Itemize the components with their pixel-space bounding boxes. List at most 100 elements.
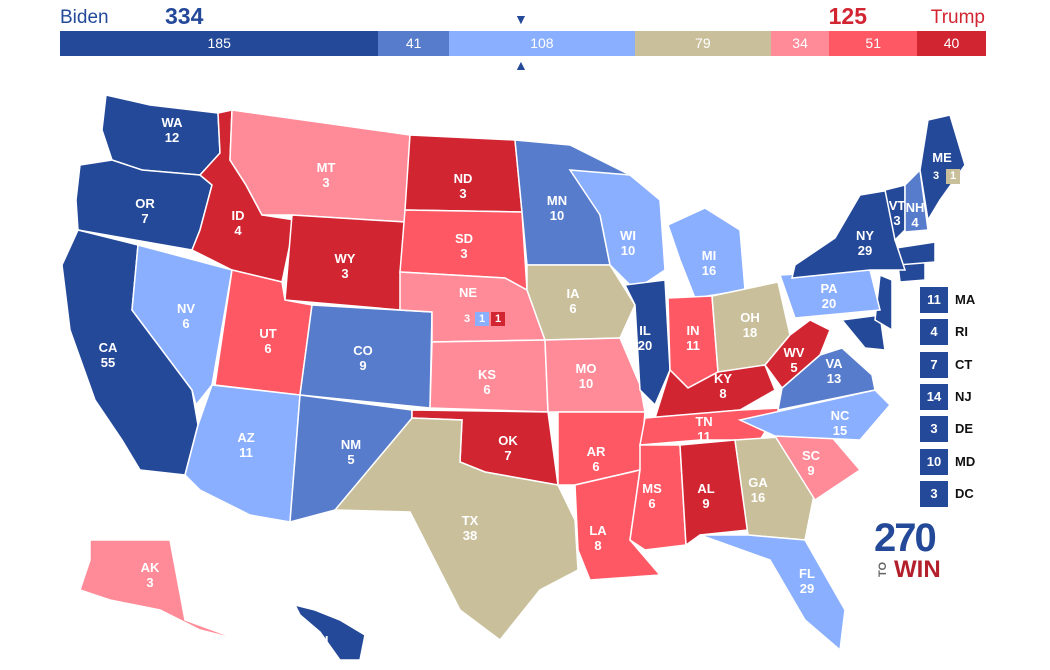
ev-bar-segment: 34 [770,31,830,56]
logo-win: WIN [894,556,941,583]
state-ev-label: 6 [264,341,271,356]
state-ev-label: 9 [807,463,814,478]
small-state-ma[interactable]: 11 MA [920,287,1000,313]
small-state-ev: 14 [920,383,948,410]
state-abbr-label: VT [889,198,906,213]
state-ev-label: 6 [483,382,490,397]
small-state-ri[interactable]: 4 RI [920,319,1000,346]
state-ev-label: 4 [911,215,919,230]
270towin-logo: 270 TO WIN [874,518,954,582]
maine-district-box[interactable]: 1 [946,169,960,184]
state-ev-label: 9 [359,358,366,373]
nebraska-district-box[interactable]: 1 [491,312,505,326]
state-abbr-label: KY [714,371,732,386]
state-abbr-label: WV [784,345,805,360]
state-ev-label: 15 [833,423,847,438]
small-state-ev: 3 [920,416,948,443]
state-ev-label: 7 [504,448,511,463]
state-ev-label: 20 [638,338,652,353]
logo-to: TO [877,561,889,577]
ev-bar-segment: 41 [378,31,449,56]
majority-marker-up-icon: ▲ [514,57,528,73]
state-ia[interactable] [526,264,636,341]
state-ev-label: 10 [550,208,564,223]
state-ev-label: 6 [182,316,189,331]
state-ev-label: 8 [594,538,601,553]
state-abbr-label: KS [478,367,496,382]
state-abbr-label: ND [454,171,473,186]
nebraska-district-box[interactable]: 1 [475,312,489,326]
nebraska-district-box[interactable]: 3 [463,313,471,325]
state-ev-label: 3 [459,186,466,201]
state-abbr-label: WA [162,115,184,130]
state-il[interactable] [623,279,671,407]
state-ev-label: 20 [822,296,836,311]
state-ev-label: 11 [697,429,711,444]
state-nh[interactable] [904,168,929,233]
state-abbr-label: CO [353,343,373,358]
state-abbr-label: IN [687,323,700,338]
state-ev-label: 9 [702,496,709,511]
small-state-abbr: MA [955,292,976,307]
state-abbr-label: AK [141,560,160,575]
small-state-abbr: DE [955,421,974,437]
ev-bar-segment: 40 [917,31,986,56]
state-ev-label: 16 [702,263,716,278]
ev-bar-segment: 51 [829,31,918,56]
state-ev-label: 6 [592,459,599,474]
state-fl[interactable] [699,534,846,652]
state-ev-label: 16 [751,490,765,505]
state-wv[interactable] [764,319,831,390]
small-state-abbr: RI [955,324,968,340]
small-state-ev: 4 [920,319,948,346]
state-ev-label: 3 [893,213,900,228]
maine-district-box[interactable]: 3 [932,170,940,182]
state-abbr-label: CA [99,340,118,355]
state-abbr-label: AZ [237,430,254,445]
state-ev-label: 8 [719,386,726,401]
state-abbr-label: MI [702,248,716,263]
state-abbr-label: GA [748,475,768,490]
state-abbr-label: NE [459,285,477,300]
state-ev-label: 3 [146,575,153,590]
state-abbr-label: AR [587,444,606,459]
state-ev-label: 6 [569,301,576,316]
small-state-nj[interactable]: 14 NJ [920,383,1000,410]
state-abbr-label: NM [341,437,361,452]
state-abbr-label: OH [740,310,760,325]
state-ev-label: 18 [743,325,757,340]
small-state-de[interactable]: 3 DE [920,416,1000,443]
state-ev-label: 5 [347,452,354,467]
state-abbr-label: PA [820,281,838,296]
state-abbr-label: MO [576,361,597,376]
state-abbr-label: OK [498,433,518,448]
state-ev-label: 38 [463,528,477,543]
small-state-ct[interactable]: 7 CT [920,351,1000,378]
small-state-ev: 10 [920,448,948,475]
small-state-ev: 3 [920,480,948,507]
state-al[interactable] [679,439,749,547]
state-hi[interactable] [293,603,366,661]
logo-number: 270 [874,516,937,560]
state-abbr-label: WI [620,228,636,243]
state-ev-label: 11 [239,445,253,460]
ev-bar-segment: 185 [60,31,379,56]
trump-label: Trump [930,7,985,28]
state-tx[interactable] [333,417,579,642]
state-ev-label: 3 [322,175,329,190]
small-state-dc[interactable]: 3 DC [920,480,1000,507]
state-ev-label: 4 [318,648,326,663]
state-abbr-label: SC [802,448,821,463]
small-state-md[interactable]: 10 MD [920,448,1000,475]
state-ak[interactable] [79,539,241,641]
electoral-vote-bar: 185 41 108 79 34 51 40 [60,31,986,56]
state-ev-label: 7 [141,211,148,226]
state-me[interactable] [919,114,966,223]
state-ev-label: 29 [858,243,872,258]
state-ev-label: 55 [101,355,115,370]
us-map: WA 12 OR 7 CA 55 NV 6 ID 4 MT 3 WY 3 UT 6 AZ 11 CO 9 NM 5 ND 3 S… [0,80,1050,670]
small-state-abbr: DC [955,485,974,501]
delaware-maryland-shape[interactable] [840,314,886,351]
state-wi[interactable] [568,169,666,291]
state-mo[interactable] [544,337,646,413]
